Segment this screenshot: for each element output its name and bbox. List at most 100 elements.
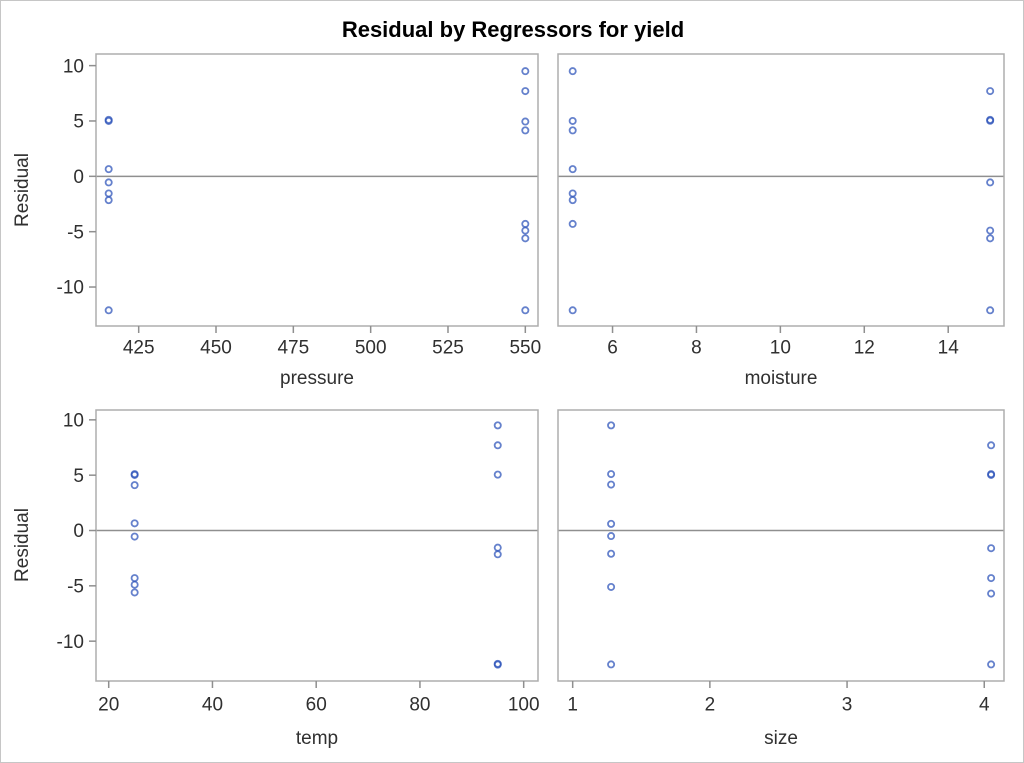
x-tick-label: 6: [607, 338, 618, 359]
plot-frame: [557, 53, 1005, 327]
panel-temp: 20 40 60 80 100 10 5 0 -5 -10: [57, 409, 540, 716]
x-tick-label: 12: [854, 338, 875, 359]
plot-frame: [95, 409, 539, 682]
y-tick-label: 5: [73, 466, 84, 487]
x-tick-label: 450: [200, 338, 232, 359]
x-tick-label: 10: [770, 338, 791, 359]
x-axis-title-size: size: [764, 728, 798, 749]
data-point: [986, 234, 995, 243]
data-point: [607, 480, 616, 489]
y-tick-label: -5: [67, 576, 84, 597]
data-point: [986, 116, 995, 125]
y-axis-title-bottom: Residual: [12, 508, 33, 582]
x-tick-label: 2: [705, 695, 716, 716]
x-tick-label: 40: [202, 695, 223, 716]
data-point: [104, 116, 113, 125]
data-point: [521, 234, 530, 243]
x-axis-title-pressure: pressure: [280, 368, 354, 389]
data-point: [493, 421, 502, 430]
data-point: [607, 660, 616, 669]
data-point: [607, 549, 616, 558]
data-point: [987, 589, 996, 598]
x-tick-label: 3: [842, 695, 853, 716]
data-point: [987, 660, 996, 669]
data-point: [987, 470, 996, 479]
data-point: [521, 67, 530, 76]
data-point: [130, 574, 139, 583]
data-point: [493, 470, 502, 479]
y-axis-title-top: Residual: [12, 153, 33, 227]
x-tick-label: 525: [432, 338, 464, 359]
data-point: [493, 659, 502, 668]
data-point: [986, 87, 995, 96]
x-tick-label: 500: [355, 338, 387, 359]
y-tick-label: -10: [57, 632, 84, 653]
data-point: [607, 421, 616, 430]
data-point: [521, 219, 530, 228]
data-point: [521, 87, 530, 96]
x-tick-label: 1: [567, 695, 578, 716]
data-point: [104, 306, 113, 315]
x-axis-title-temp: temp: [295, 728, 339, 749]
panel-pressure: 425 450 475 500 525 550 10 5 0 -5 -10: [57, 53, 541, 359]
data-point: [104, 178, 113, 187]
data-point: [130, 588, 139, 597]
data-point: [568, 306, 577, 315]
data-point: [986, 178, 995, 187]
data-point: [104, 165, 113, 174]
data-point: [987, 441, 996, 450]
data-point: [521, 126, 530, 135]
data-point: [568, 189, 577, 198]
panel-size: 1 2 3 4: [557, 409, 1005, 716]
x-tick-label: 14: [938, 338, 960, 359]
x-tick-label: 100: [508, 695, 540, 716]
data-point: [493, 441, 502, 450]
x-tick-label: 8: [691, 338, 702, 359]
data-point: [568, 126, 577, 135]
x-tick-label: 550: [509, 338, 541, 359]
y-tick-label: -10: [57, 278, 84, 299]
data-point: [104, 189, 113, 198]
x-axis-title-moisture: moisture: [744, 368, 818, 389]
y-tick-label: 10: [63, 56, 84, 77]
panel-moisture: 6 8 10 12 14: [557, 53, 1005, 359]
x-tick-label: 4: [979, 695, 990, 716]
y-tick-label: -5: [67, 222, 84, 243]
data-point: [986, 306, 995, 315]
data-point: [568, 116, 577, 125]
data-point: [521, 117, 530, 126]
y-tick-label: 0: [73, 167, 84, 188]
data-point: [130, 481, 139, 490]
data-point: [568, 219, 577, 228]
y-tick-label: 5: [73, 112, 84, 133]
data-point: [568, 67, 577, 76]
data-point: [493, 550, 502, 559]
data-point: [130, 470, 139, 479]
x-tick-label: 60: [306, 695, 327, 716]
data-point: [568, 196, 577, 205]
y-tick-label: 10: [63, 410, 84, 431]
data-point: [986, 226, 995, 235]
data-point: [130, 580, 139, 589]
data-point: [607, 532, 616, 541]
data-point: [607, 470, 616, 479]
data-point: [521, 226, 530, 235]
x-tick-label: 20: [98, 695, 119, 716]
x-tick-label: 80: [409, 695, 430, 716]
chart-title: Residual by Regressors for yield: [341, 17, 685, 42]
y-tick-label: 0: [73, 521, 84, 542]
data-point: [568, 165, 577, 174]
data-point: [987, 544, 996, 553]
plot-frame: [557, 409, 1005, 682]
data-point: [521, 306, 530, 315]
x-tick-label: 475: [277, 338, 309, 359]
data-point: [104, 196, 113, 205]
data-point: [987, 574, 996, 583]
data-point: [130, 532, 139, 541]
data-point: [493, 543, 502, 552]
plot-frame: [95, 53, 539, 327]
data-point: [130, 519, 139, 528]
data-point: [607, 519, 616, 528]
data-point: [607, 582, 616, 591]
